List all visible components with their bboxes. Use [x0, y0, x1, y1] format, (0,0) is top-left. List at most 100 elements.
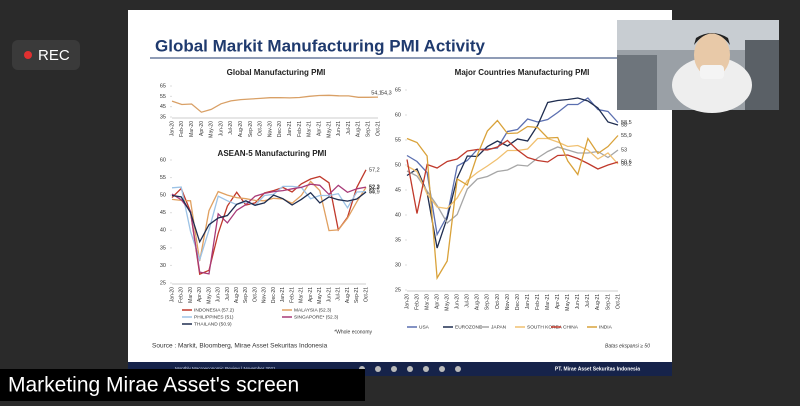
x-tick-label: Jul-20: [225, 287, 231, 301]
legend-label: SOUTH KOREA: [527, 324, 563, 330]
value-label: 50,9: [369, 189, 380, 195]
footer-right: PT. Mirae Asset Sekuritas Indonesia: [555, 366, 640, 372]
x-tick-label: May-20: [445, 294, 451, 311]
legend-label: CHINA: [563, 324, 579, 330]
x-tick-label: Jul-21: [346, 121, 352, 135]
y-tick-label: 60: [395, 112, 401, 118]
x-tick-label: Apr-20: [197, 287, 203, 302]
series-line: [406, 146, 619, 225]
value-label: 52,2: [369, 185, 380, 191]
rec-label: REC: [38, 47, 70, 64]
x-tick-label: Aug-20: [234, 287, 240, 303]
x-tick-label: Feb-20: [179, 287, 185, 303]
x-tick-label: Mar-21: [299, 287, 305, 303]
series-line: [171, 191, 367, 244]
x-tick-label: Jun-20: [455, 294, 461, 310]
y-tick-label: 35: [160, 114, 166, 120]
footer-left: Monthly Macroeconomic Review | November …: [175, 366, 276, 371]
series-line: [406, 139, 619, 214]
value-label: 51: [369, 189, 375, 195]
x-tick-label: Oct-20: [258, 121, 264, 136]
legend-label: JAPAN: [491, 324, 507, 330]
series-line: [406, 97, 619, 237]
y-tick-label: 50: [160, 193, 166, 199]
y-tick-label: 40: [395, 212, 401, 218]
series-line: [171, 185, 367, 262]
x-tick-label: Aug-20: [475, 294, 481, 310]
value-label: 54,1: [371, 91, 382, 97]
x-tick-label: Nov-20: [262, 287, 268, 303]
x-tick-label: Apr-21: [316, 121, 322, 136]
x-tick-label: Jan-21: [287, 121, 293, 137]
x-tick-label: Jan-20: [404, 294, 410, 310]
value-label: 58: [621, 122, 627, 128]
x-tick-label: May-20: [209, 121, 215, 138]
chart-title: ASEAN-5 Manufacturing PMI: [218, 149, 327, 158]
x-tick-label: Feb-21: [535, 294, 541, 310]
x-tick-label: Jul-20: [228, 121, 234, 135]
webcam: [617, 20, 779, 113]
legend-label: INDONESIA (57.2): [194, 307, 234, 313]
legend-label: SINGAPORE* (52.3): [294, 314, 339, 320]
x-tick-label: Dec-20: [271, 287, 277, 303]
x-tick-label: Jun-21: [575, 294, 581, 310]
x-tick-label: Jan-20: [169, 287, 175, 303]
x-tick-label: Aug-21: [595, 294, 601, 310]
y-tick-label: 25: [160, 280, 166, 286]
x-tick-label: Sep-20: [485, 294, 491, 310]
x-tick-label: Feb-20: [179, 121, 185, 137]
x-tick-label: Jul-20: [465, 294, 471, 308]
series-line: [171, 94, 379, 113]
value-label: 52,3: [369, 185, 380, 191]
y-tick-label: 50: [395, 162, 401, 168]
x-tick-label: May-21: [326, 121, 332, 138]
caption: Marketing Mirae Asset's screen: [8, 374, 299, 397]
x-tick-label: May-20: [206, 287, 212, 304]
x-tick-label: Dec-20: [277, 121, 283, 137]
legend-label: PHILIPPINES (51): [194, 314, 234, 320]
x-tick-label: Jun-21: [336, 121, 342, 137]
x-tick-label: Oct-21: [363, 287, 369, 302]
slide: [128, 10, 672, 362]
x-tick-label: May-21: [317, 287, 323, 304]
x-tick-label: Sep-20: [248, 121, 254, 137]
y-tick-label: 55: [160, 94, 166, 100]
legend-label: MALAYSIA (52.3): [294, 307, 332, 313]
series-line: [406, 119, 619, 281]
series-line: [406, 137, 619, 210]
value-label: 58,5: [621, 120, 632, 126]
slide-title: Global Markit Manufacturing PMI Activity: [155, 36, 486, 55]
x-tick-label: Jan-21: [525, 294, 531, 310]
caption-bg: [0, 369, 365, 401]
x-tick-label: Jun-21: [326, 287, 332, 303]
value-label: 55,9: [621, 133, 632, 139]
value-label: 54,3: [381, 91, 392, 97]
x-tick-label: Sep-21: [366, 121, 372, 137]
rec-badge: [12, 40, 80, 70]
y-tick-label: 25: [395, 287, 401, 293]
x-tick-label: Sep-21: [605, 294, 611, 310]
y-tick-label: 45: [395, 187, 401, 193]
value-label: 50,2: [621, 161, 632, 167]
x-tick-label: Jun-20: [218, 121, 224, 137]
y-tick-label: 40: [160, 228, 166, 234]
y-tick-label: 30: [395, 262, 401, 268]
y-tick-label: 65: [395, 87, 401, 93]
y-tick-label: 55: [395, 137, 401, 143]
value-label: 53: [621, 147, 627, 153]
y-tick-label: 35: [395, 237, 401, 243]
x-tick-label: Oct-20: [495, 294, 501, 309]
x-tick-label: Mar-21: [307, 121, 313, 137]
x-tick-label: Mar-20: [188, 287, 194, 303]
x-tick-label: Jan-21: [280, 287, 286, 303]
x-tick-label: Apr-21: [555, 294, 561, 309]
x-tick-label: Apr-20: [434, 294, 440, 309]
x-tick-label: Jan-20: [169, 121, 175, 137]
x-tick-label: Feb-21: [297, 121, 303, 137]
x-tick-label: Mar-20: [424, 294, 430, 310]
y-tick-label: 55: [160, 175, 166, 181]
chart-note: *Whole economy: [334, 329, 372, 335]
legend-label: THAILAND (50.9): [194, 321, 232, 327]
y-tick-label: 45: [160, 104, 166, 110]
